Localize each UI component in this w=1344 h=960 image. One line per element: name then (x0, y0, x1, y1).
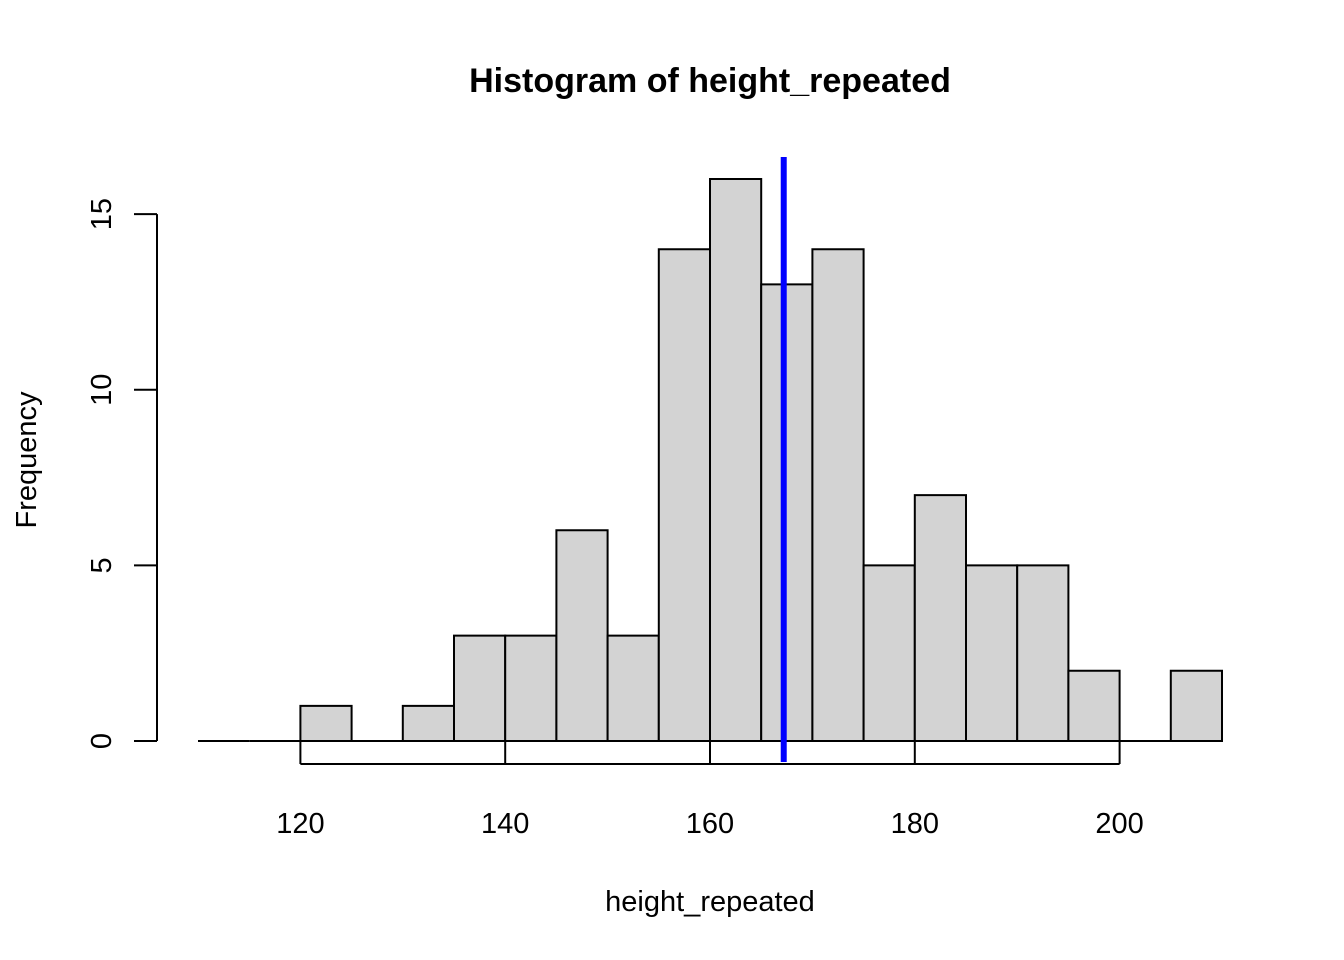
histogram-bar (760, 283, 814, 742)
histogram-bar (606, 634, 660, 742)
histogram-bar (965, 564, 1019, 742)
histogram-bar (299, 704, 353, 742)
x-axis-label: height_repeated (605, 886, 815, 918)
histogram-bar (1067, 669, 1121, 742)
histogram-bar (1169, 669, 1224, 742)
histogram-bar (453, 634, 507, 742)
x-tick-label: 120 (276, 808, 324, 840)
y-tick-label: 5 (86, 557, 118, 573)
y-axis: 0 5 10 15 (86, 198, 158, 749)
y-axis-label: Frequency (11, 391, 43, 529)
x-axis: 120 140 160 180 200 (276, 741, 1144, 840)
histogram-bar (862, 564, 916, 742)
histogram-bars (198, 178, 1224, 742)
histogram-bar (1016, 564, 1070, 742)
x-tick-label: 140 (481, 808, 529, 840)
histogram-bar (504, 634, 558, 742)
x-tick-label: 160 (686, 808, 734, 840)
histogram-bar (555, 529, 609, 742)
y-tick-label: 0 (86, 733, 118, 749)
histogram-bar (401, 704, 455, 742)
y-tick-label: 15 (86, 198, 118, 230)
histogram-bar (709, 178, 763, 742)
x-tick-label: 180 (891, 808, 939, 840)
x-tick-label: 200 (1095, 808, 1143, 840)
chart-title: Histogram of height_repeated (469, 62, 951, 100)
histogram-bar (657, 248, 711, 742)
histogram-bar (811, 248, 865, 742)
y-tick-label: 10 (86, 374, 118, 406)
histogram-bar (913, 494, 967, 742)
